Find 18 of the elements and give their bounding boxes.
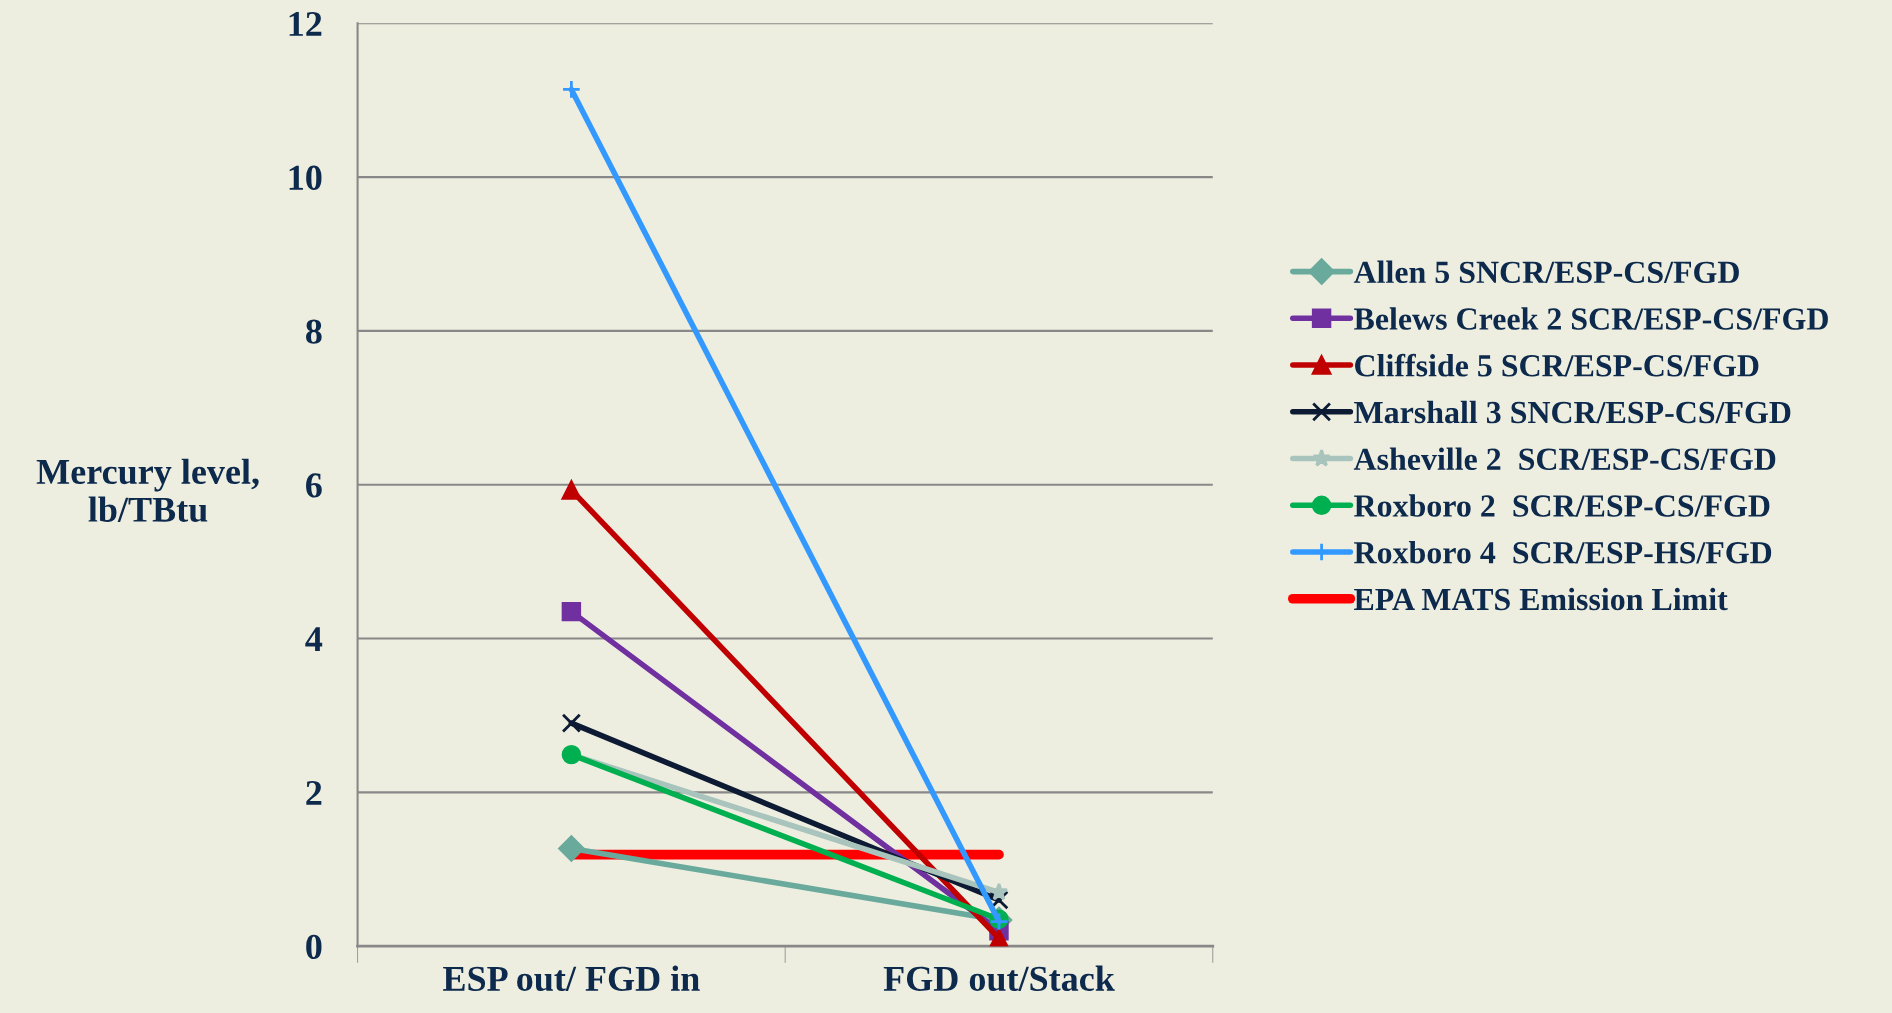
legend-label: EPA MATS Emission Limit [1354,587,1728,611]
legend-label: Roxboro 4 SCR/ESP-HS/FGD [1354,541,1772,564]
legend-label: Cliffside 5 SCR/ESP-CS/FGD [1355,353,1759,377]
x-tick-label: FGD out/Stack [883,965,1115,992]
y-tick-label: 4 [305,627,323,652]
y-tick-label: 6 [306,473,322,498]
legend-label: Belews Creek 2 SCR/ESP-CS/FGD [1354,307,1828,330]
y-axis-title: Mercury level, lb/TBtu [36,458,259,522]
legend-label: Allen 5 SNCR/ESP-CS/FGD [1353,260,1739,284]
y-tick-label: 10 [289,165,322,190]
x-tick-label: ESP out/ FGD in [443,965,700,992]
legend-label: Marshall 3 SNCR/ESP-CS/FGD [1354,400,1791,424]
legend-label: Roxboro 2 SCR/ESP-CS/FGD [1354,494,1770,517]
y-tick-label: 8 [306,319,322,344]
legend-label: Asheville 2 SCR/ESP-CS/FGD [1353,447,1776,471]
y-tick-label: 12 [289,11,322,36]
y-tick-label: 0 [306,934,322,960]
y-tick-label: 2 [306,780,322,805]
